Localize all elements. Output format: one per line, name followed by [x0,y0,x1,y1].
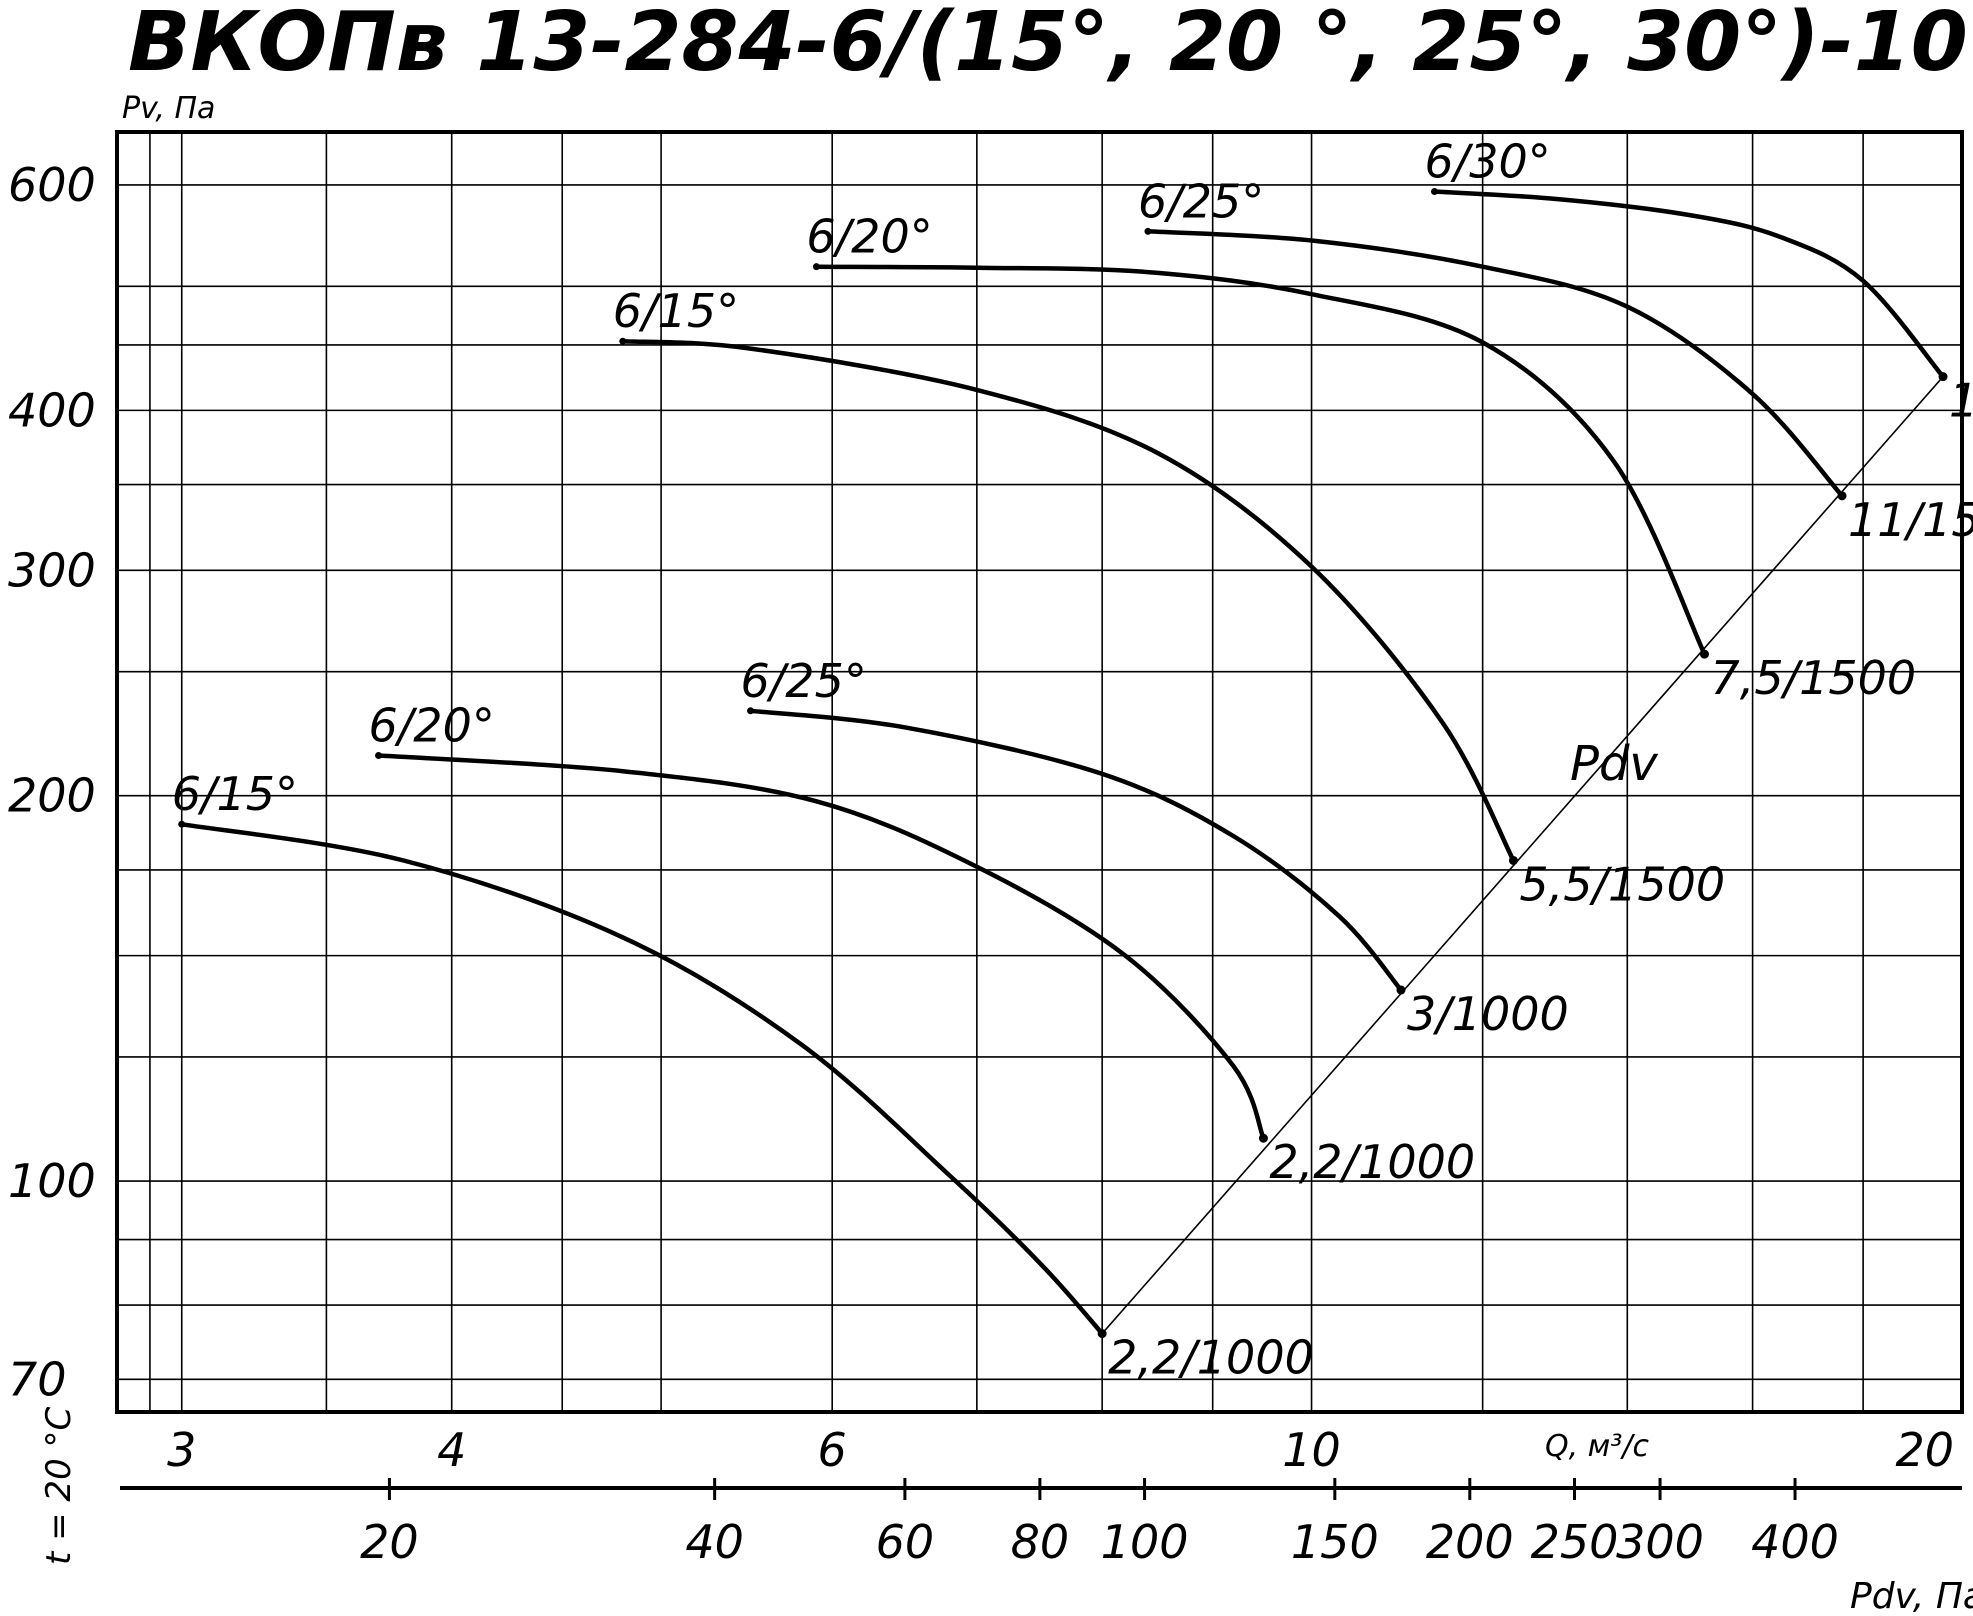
curve-blade-angle-label: 6/15° [172,767,298,821]
curve-start-point [812,263,820,271]
curve-start-point [375,751,383,759]
curve-start-point [1144,227,1152,235]
pdv-tick-label: 400 [1751,1515,1839,1569]
curve-end-point [1699,649,1709,659]
curve-motor-label: 5,5/1500 [1519,857,1725,911]
y-tick-label: 400 [8,383,96,437]
q-tick-label: 20 [1895,1423,1954,1477]
pdv-tick-label: 80 [1011,1515,1070,1569]
performance-curves: 6/15° 2,2/1000 6/20° 2,2/1000 6/25° 3/1000 6/1… [172,135,1973,1385]
performance-curve [748,708,1404,993]
pdv-tick-label: 40 [685,1515,744,1569]
curve-end-point [1508,855,1518,865]
curve-blade-angle-label: 6/25° [741,654,867,708]
pdv-tick-label: 300 [1616,1515,1704,1569]
performance-curve [1432,189,1946,379]
pdv-diagonal-line [1101,376,1944,1335]
pdv-line [1101,376,1944,1335]
performance-curve [814,264,1707,657]
pdv-tick-label: 150 [1291,1515,1379,1569]
plot-frame [115,130,1964,1414]
curve-start-point [619,337,627,345]
curve-blade-angle-label: 6/15° [613,284,739,338]
y-tick-label: 200 [8,769,96,823]
curve-start-point [1431,188,1439,196]
temperature-label: t = 20 °C [39,1406,79,1565]
curve-end-point [1396,985,1406,995]
curve-start-point [178,820,186,828]
q-tick-label: 4 [437,1423,466,1477]
y-tick-label: 600 [8,158,96,212]
curve-motor-label: 3/1000 [1407,987,1569,1041]
curve-motor-label: 2,2/1000 [1108,1331,1314,1385]
performance-curve [620,338,1516,863]
pdv-tick-label: 100 [1101,1515,1189,1569]
curve-blade-angle-label: 6/20° [806,210,932,264]
pdv-axis-label: Pdv, Па [1850,1576,1973,1616]
chart-title: ВКОПв 13-284-6/(15°, 20 °, 25°, 30°)-10 [128,0,1968,90]
curve-motor-label: 11/1500 [1848,493,1973,547]
y-axis-label: Pv, Па [122,91,215,126]
curve-blade-angle-label: 6/30° [1425,135,1551,189]
curve-blade-angle-label: 6/20° [369,698,495,752]
curve-motor-label: 7,5/1500 [1710,651,1916,705]
q-axis-label: Q, м³/с [1545,1429,1649,1464]
curve-motor-label: 2,2/1000 [1269,1135,1475,1189]
q-axis-tick-labels: 3 4 6 10 20 [167,1423,1954,1477]
curve-start-point [747,707,755,715]
curve-end-point [1097,1329,1107,1339]
pdv-tick-label: 250 [1531,1515,1619,1569]
performance-curve [179,821,1105,1336]
q-tick-label: 3 [167,1423,196,1477]
curve-motor-label: 11/1500 [1949,374,1973,428]
pdv-tick-label: 20 [360,1515,419,1569]
y-tick-label: 70 [8,1352,67,1406]
q-tick-label: 6 [818,1423,847,1477]
pdv-tick-label: 60 [876,1515,935,1569]
grid-lines [117,132,1962,1412]
curve-end-point [1938,372,1948,382]
y-tick-label: 300 [8,543,96,597]
y-tick-labels: 70 100 200 300 400 600 [8,158,96,1406]
q-tick-label: 10 [1282,1423,1341,1477]
y-tick-label: 100 [8,1154,96,1208]
performance-curve [1145,229,1845,499]
pdv-tick-label: 200 [1426,1515,1514,1569]
curve-end-point [1837,491,1847,501]
pdv-line-label: Pdv [1570,736,1658,792]
curve-end-point [1258,1133,1268,1143]
performance-curve [376,753,1266,1141]
curve-blade-angle-label: 6/25° [1138,174,1264,228]
